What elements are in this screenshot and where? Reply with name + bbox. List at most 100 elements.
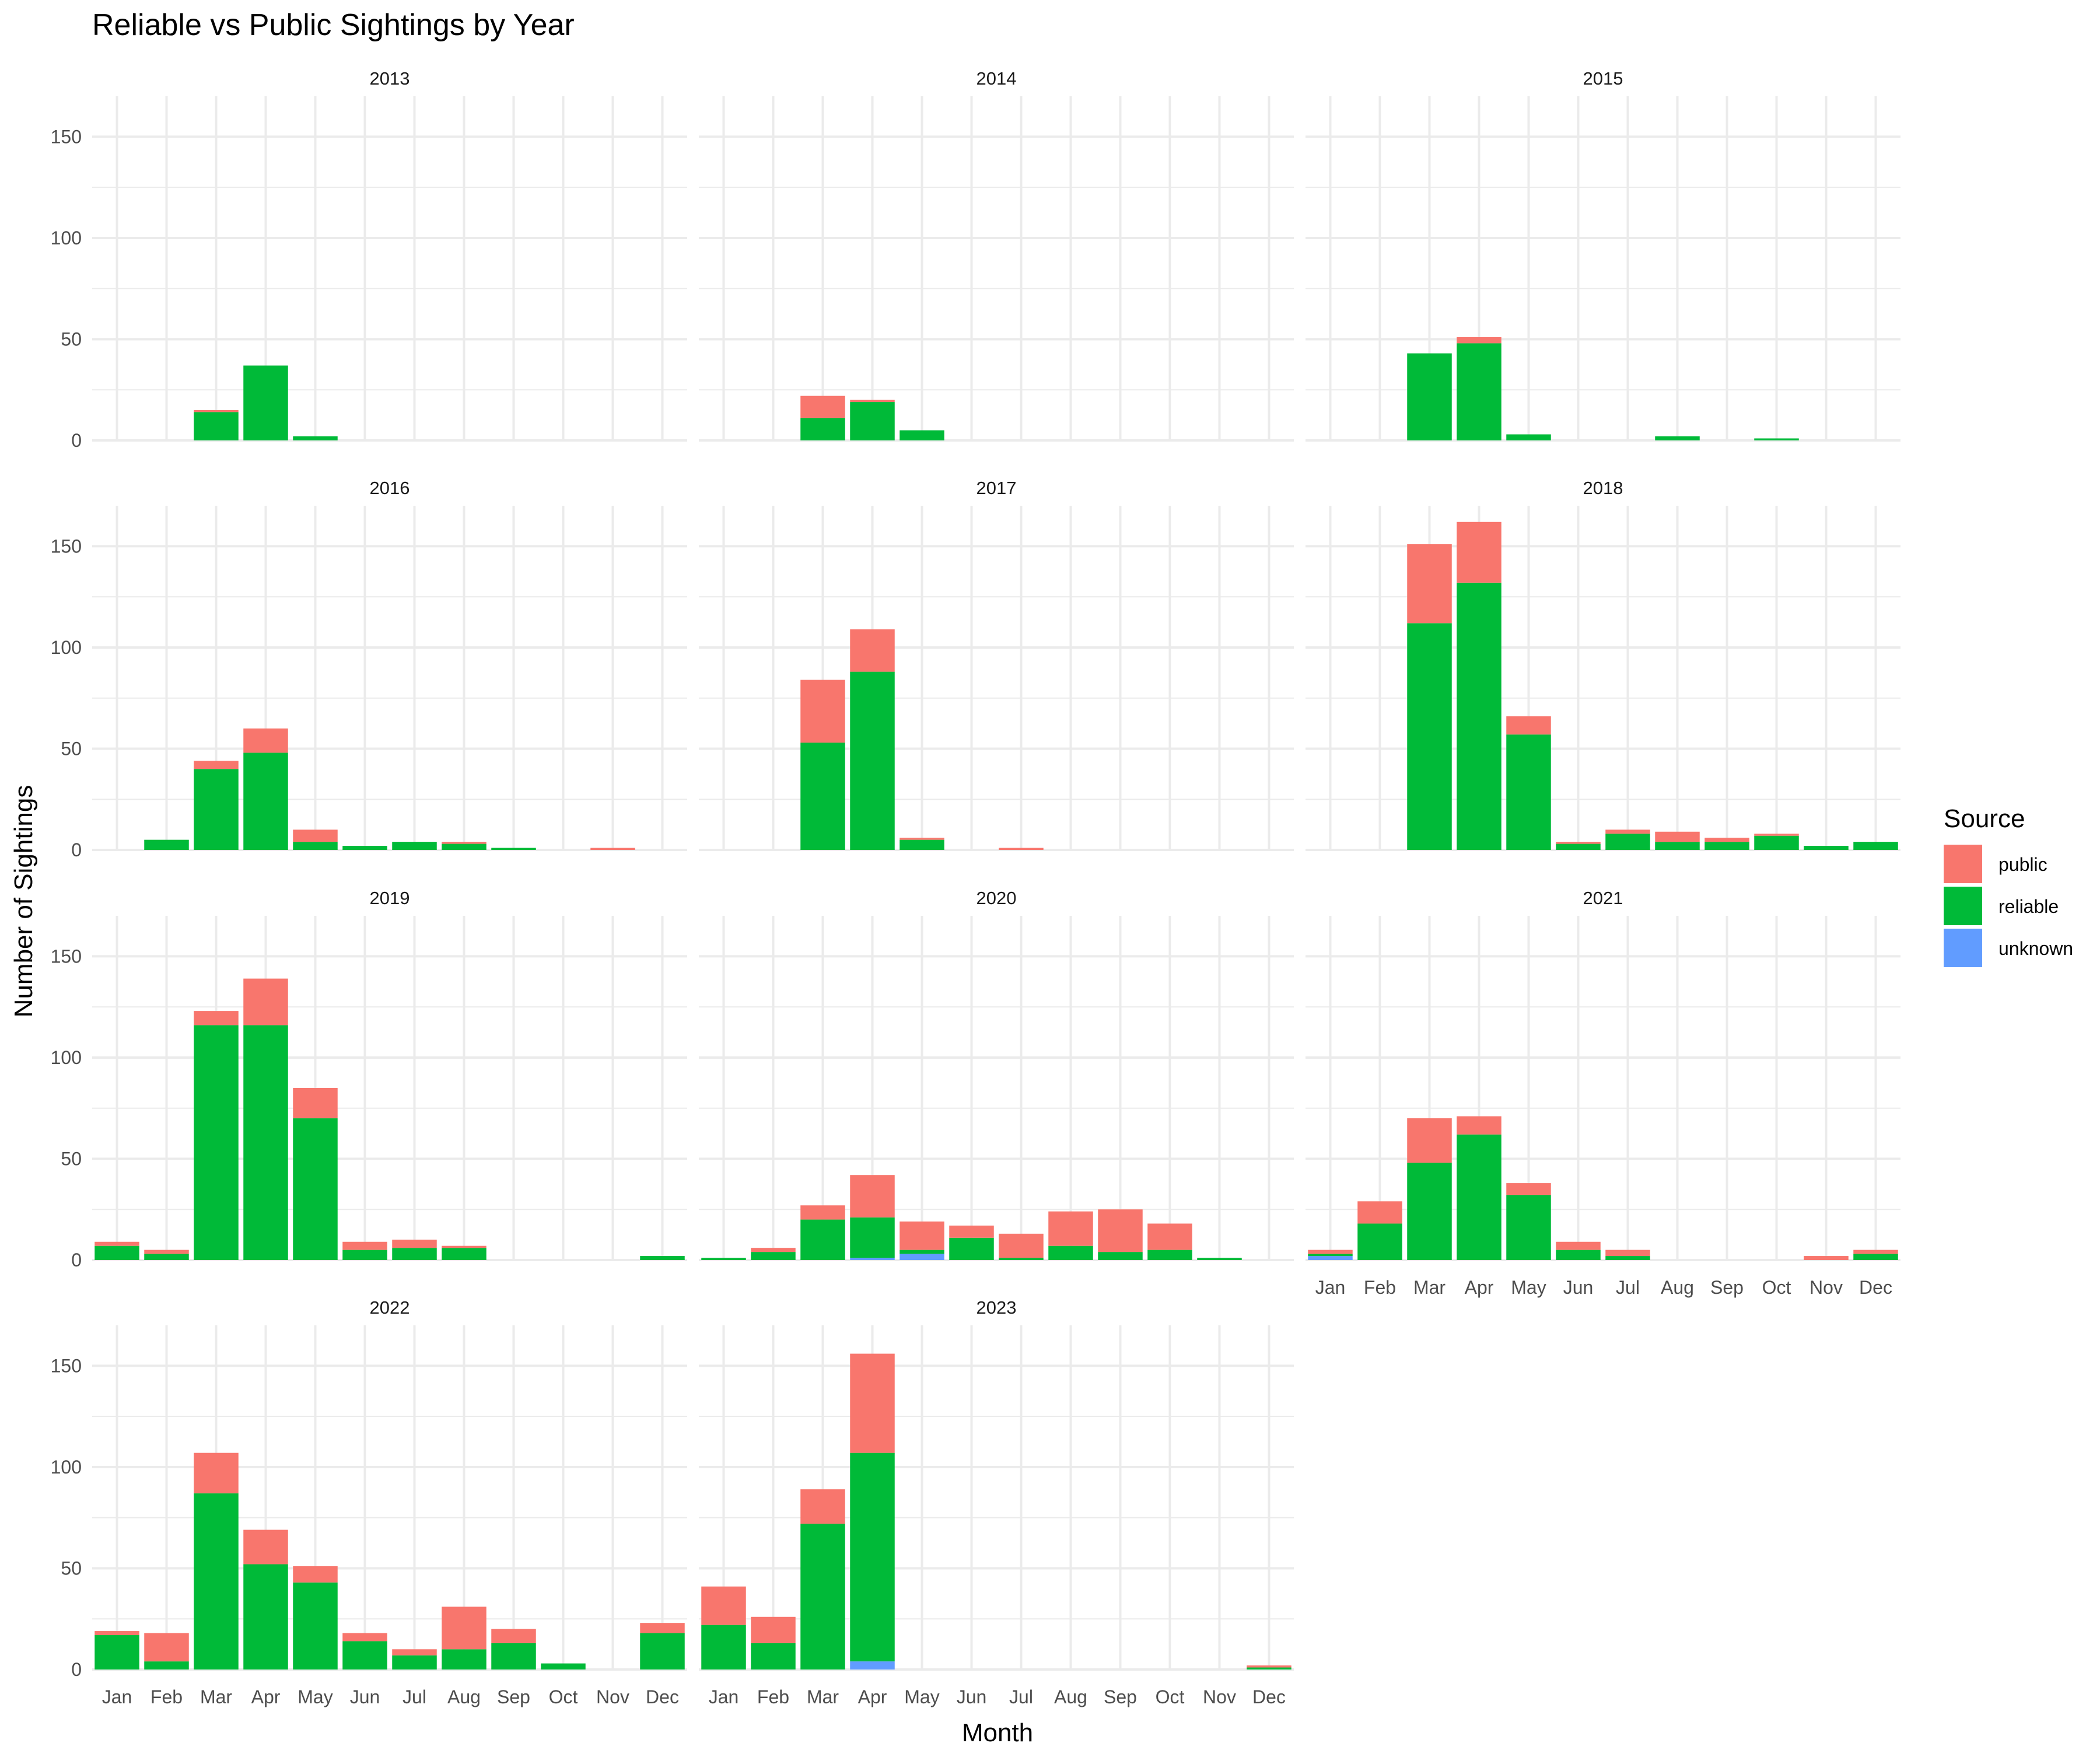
y-tick-label: 150 bbox=[51, 126, 82, 147]
bar-reliable-aug bbox=[1655, 842, 1700, 850]
bar-reliable-apr bbox=[243, 365, 288, 440]
bar-reliable-sep bbox=[1704, 842, 1749, 850]
bar-reliable-sep bbox=[1098, 1252, 1143, 1260]
bar-reliable-jul bbox=[1605, 834, 1650, 850]
bar-public-may bbox=[1506, 716, 1551, 735]
y-tick-label: 0 bbox=[71, 1659, 82, 1680]
x-tick-label: Apr bbox=[1465, 1277, 1494, 1298]
y-tick-label: 100 bbox=[51, 1047, 82, 1068]
panel-strip-label: 2014 bbox=[977, 68, 1017, 89]
y-tick-label: 0 bbox=[71, 839, 82, 860]
x-tick-label: Aug bbox=[447, 1686, 481, 1707]
bar-reliable-sep bbox=[491, 1643, 536, 1670]
x-tick-label: Feb bbox=[757, 1686, 789, 1707]
y-tick-label: 50 bbox=[61, 738, 82, 759]
bar-reliable-apr bbox=[243, 1564, 288, 1670]
panel-2018: 2018 bbox=[1306, 478, 1901, 851]
panel-2013: 2013 0 50 100 150 bbox=[51, 68, 687, 451]
panel-2023: 2023 Jan Feb Mar Apr May Jun Jul Aug Sep Oct Nov Dec bbox=[699, 1297, 1294, 1707]
y-tick-label: 50 bbox=[61, 1148, 82, 1169]
bar-reliable-may bbox=[1506, 1195, 1551, 1260]
bar-public-may bbox=[900, 1222, 944, 1250]
x-tick-label: Oct bbox=[1762, 1277, 1791, 1298]
panel-gridlines bbox=[699, 96, 1294, 442]
bar-reliable-jan bbox=[94, 1635, 139, 1670]
x-tick-label: Apr bbox=[858, 1686, 887, 1707]
x-tick-label: Dec bbox=[1252, 1686, 1286, 1707]
panel-strip-label: 2020 bbox=[977, 888, 1017, 908]
x-tick-label: May bbox=[298, 1686, 332, 1707]
x-tick-label: Feb bbox=[1364, 1277, 1396, 1298]
bar-public-aug bbox=[1655, 831, 1700, 842]
panel-strip-label: 2022 bbox=[370, 1297, 410, 1318]
bar-reliable-may bbox=[1506, 434, 1551, 440]
bar-reliable-jul bbox=[392, 1248, 437, 1260]
x-tick-label: Sep bbox=[1104, 1686, 1137, 1707]
bar-public-dec bbox=[640, 1623, 685, 1633]
x-tick-label: Nov bbox=[596, 1686, 629, 1707]
bar-reliable-jul bbox=[392, 842, 437, 850]
y-tick-label: 0 bbox=[71, 1250, 82, 1270]
x-tick-label: Sep bbox=[497, 1686, 530, 1707]
bar-reliable-may bbox=[900, 1250, 944, 1254]
bar-reliable-feb bbox=[144, 1254, 189, 1260]
x-tick-label: Mar bbox=[807, 1686, 839, 1707]
bar-reliable-jan bbox=[701, 1625, 746, 1670]
bar-reliable-jun bbox=[342, 846, 387, 850]
panel-gridlines bbox=[92, 96, 687, 442]
bar-reliable-may bbox=[900, 839, 944, 850]
panel-2015: 2015 bbox=[1306, 68, 1901, 442]
chart-title: Reliable vs Public Sightings by Year bbox=[92, 8, 575, 42]
y-tick-label: 50 bbox=[61, 1558, 82, 1578]
y-tick-label: 100 bbox=[51, 1457, 82, 1478]
bar-public-feb bbox=[144, 1633, 189, 1662]
panel-strip-label: 2015 bbox=[1583, 68, 1623, 89]
panel-strip-label: 2017 bbox=[977, 478, 1017, 498]
bar-public-jun bbox=[342, 1633, 387, 1642]
bar-reliable-jun bbox=[342, 1641, 387, 1670]
y-tick-label: 150 bbox=[51, 946, 82, 967]
legend-label-public: public bbox=[1999, 854, 2048, 875]
y-tick-label: 100 bbox=[51, 637, 82, 658]
bar-reliable-apr bbox=[850, 402, 895, 440]
panel-gridlines bbox=[92, 916, 687, 1261]
bar-public-apr bbox=[1457, 522, 1502, 583]
bar-reliable-mar bbox=[194, 1493, 239, 1670]
bar-public-apr bbox=[1457, 337, 1502, 344]
bar-public-oct bbox=[1147, 1223, 1192, 1250]
bar-public-jan bbox=[94, 1631, 139, 1635]
bar-public-jul bbox=[999, 1233, 1044, 1258]
bar-public-may bbox=[293, 830, 338, 842]
bar-unknown-may bbox=[900, 1254, 944, 1260]
bar-reliable-dec bbox=[1853, 842, 1898, 850]
x-tick-label: Oct bbox=[1156, 1686, 1185, 1707]
bar-reliable-dec bbox=[640, 1256, 685, 1260]
bar-reliable-apr bbox=[243, 1025, 288, 1260]
x-tick-label: Feb bbox=[150, 1686, 183, 1707]
panel-gridlines bbox=[92, 506, 687, 851]
bar-unknown-apr bbox=[850, 1258, 895, 1260]
bar-reliable-dec bbox=[1247, 1667, 1292, 1670]
bar-reliable-oct bbox=[1147, 1250, 1192, 1260]
panel-2022: 2022 0 50 100 150 Jan Feb Mar Apr May Jun Jul Aug Sep… bbox=[51, 1297, 687, 1707]
bar-reliable-apr bbox=[1457, 343, 1502, 440]
x-tick-label: Apr bbox=[251, 1686, 281, 1707]
y-tick-label: 100 bbox=[51, 228, 82, 249]
bar-reliable-jun bbox=[1556, 1250, 1601, 1260]
bar-reliable-mar bbox=[800, 418, 845, 440]
x-tick-label: Jan bbox=[1315, 1277, 1346, 1298]
legend-key-unknown bbox=[1944, 929, 1982, 967]
x-tick-label: Jul bbox=[1616, 1277, 1640, 1298]
bar-reliable-mar bbox=[194, 412, 239, 440]
bar-public-aug bbox=[442, 1245, 487, 1248]
panel-strip-label: 2019 bbox=[370, 888, 410, 908]
y-tick-label: 150 bbox=[51, 536, 82, 556]
bar-public-mar bbox=[194, 761, 239, 769]
panel-strip-label: 2023 bbox=[977, 1297, 1017, 1318]
bar-reliable-jul bbox=[1605, 1256, 1650, 1260]
bar-reliable-feb bbox=[1357, 1223, 1402, 1260]
bar-reliable-aug bbox=[1048, 1245, 1093, 1260]
bar-reliable-mar bbox=[1407, 623, 1452, 850]
panel-strip-label: 2018 bbox=[1583, 478, 1623, 498]
